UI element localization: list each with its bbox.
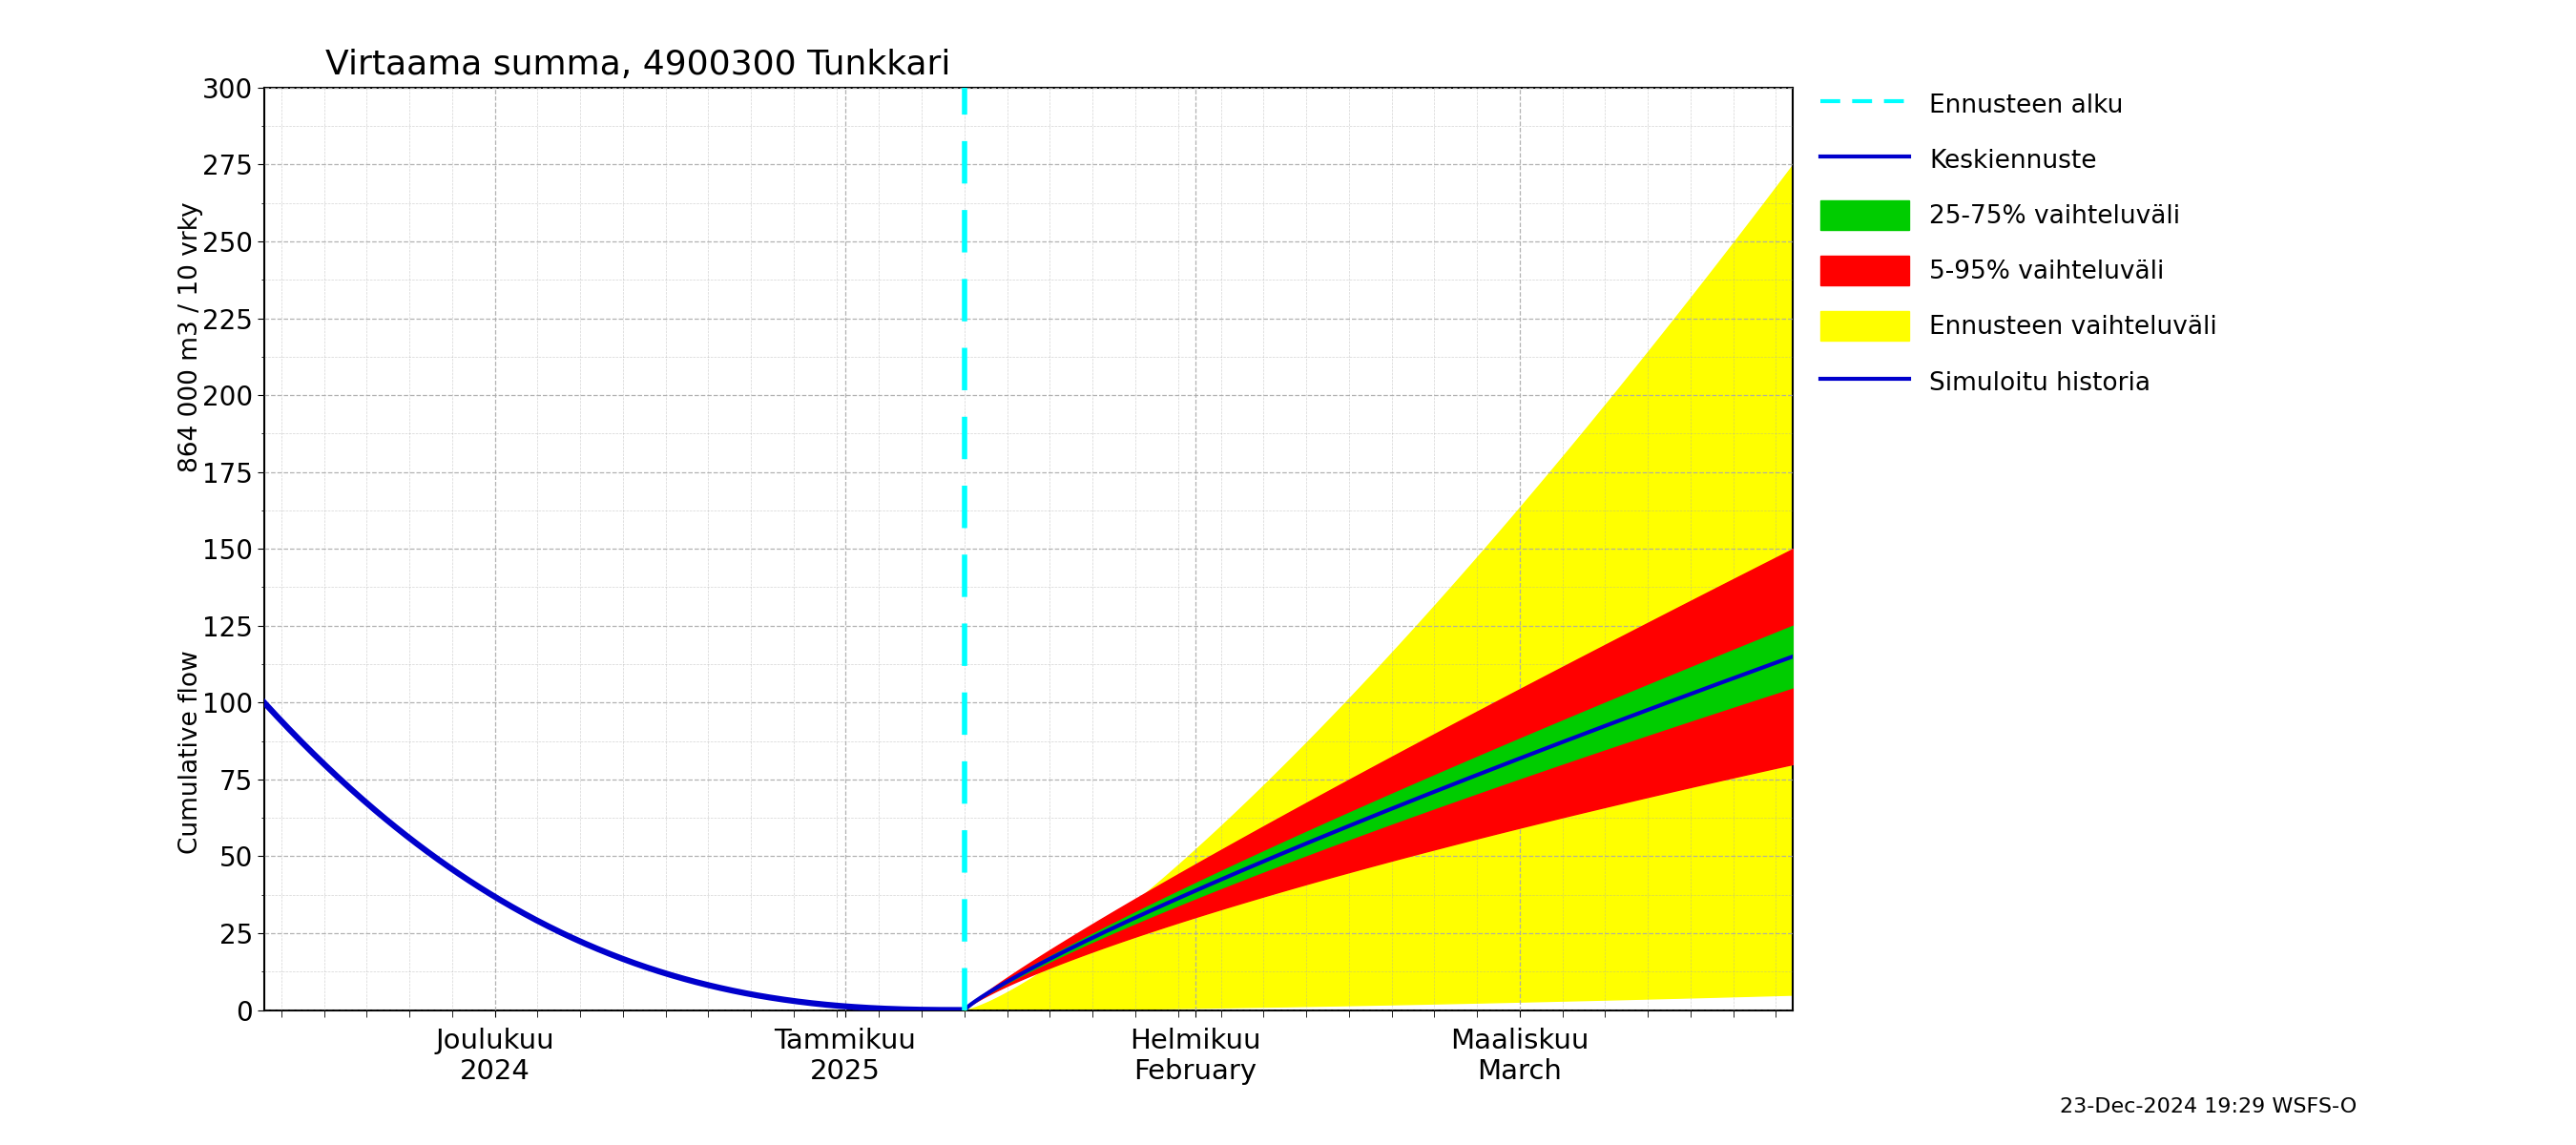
Legend: Ennusteen alku, Keskiennuste, 25-75% vaihteluväli, 5-95% vaihteluväli, Ennusteen: Ennusteen alku, Keskiennuste, 25-75% vai… — [1814, 81, 2226, 404]
Text: Virtaama summa, 4900300 Tunkkari: Virtaama summa, 4900300 Tunkkari — [325, 48, 951, 81]
Text: 23-Dec-2024 19:29 WSFS-O: 23-Dec-2024 19:29 WSFS-O — [2061, 1097, 2357, 1116]
Text: Cumulative flow: Cumulative flow — [178, 650, 204, 854]
Text: 864 000 m3 / 10 vrky: 864 000 m3 / 10 vrky — [178, 202, 204, 472]
